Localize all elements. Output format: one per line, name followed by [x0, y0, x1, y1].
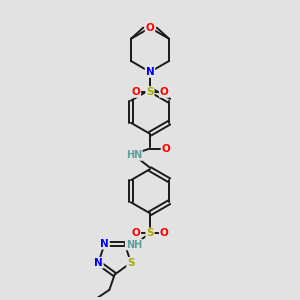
Text: N: N — [146, 67, 154, 77]
Text: O: O — [161, 143, 170, 154]
Text: O: O — [131, 228, 140, 238]
Text: HN: HN — [126, 150, 142, 160]
Text: S: S — [146, 228, 154, 238]
Text: O: O — [160, 228, 169, 238]
Text: O: O — [131, 87, 140, 97]
Text: N: N — [100, 239, 109, 249]
Text: NH: NH — [126, 239, 142, 250]
Text: O: O — [160, 87, 169, 97]
Text: S: S — [127, 258, 135, 268]
Text: N: N — [94, 258, 103, 268]
Text: O: O — [146, 23, 154, 33]
Text: S: S — [146, 87, 154, 97]
